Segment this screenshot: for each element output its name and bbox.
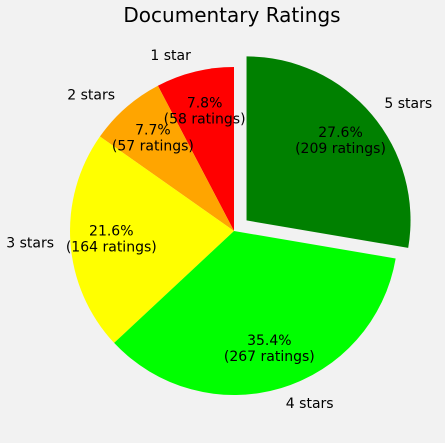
slice-label-2: 2 stars [67,87,115,103]
slice-label-4: 4 stars [286,396,334,412]
slice-percent-2: 7.7% [135,123,171,139]
pie-slice-2 [99,85,234,231]
slice-percent-3: 21.6% [89,223,133,239]
slice-label-3: 3 stars [6,235,54,251]
slice-label-5: 5 stars [384,96,432,112]
slice-count-4: (267 ratings) [224,349,315,365]
pie-labels: 1 star 7.8%(58 ratings) 2 stars 7.7%(57 rat… [6,48,432,412]
slice-count-3: (164 ratings) [66,239,157,255]
slice-count-2: (57 ratings) [112,139,194,155]
slice-percent-1: 7.8% [187,96,223,112]
slice-percent-4: 35.4% [247,333,291,349]
slice-percent-5: 27.6% [318,125,362,141]
pie-slice-4 [114,231,396,395]
chart-title: Documentary Ratings [123,3,340,27]
pie-slice-3 [69,136,235,343]
slice-count-5: (209 ratings) [295,141,386,157]
pie-slice-5 [246,56,411,248]
pie-slice-1 [157,67,234,231]
slice-label-1: 1 star [150,48,191,64]
slice-count-1: (58 ratings) [164,112,246,128]
pie-slices [69,56,411,395]
